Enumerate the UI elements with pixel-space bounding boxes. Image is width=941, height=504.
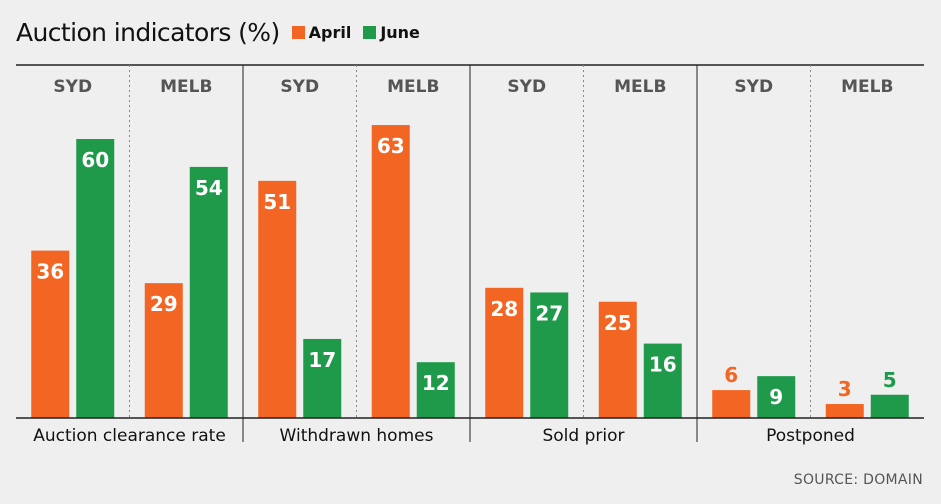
- bar-june-melb-sold-prior: [643, 343, 682, 418]
- chart-title: Auction indicators (%): [16, 17, 280, 47]
- bar-june-syd-postponed: [757, 376, 796, 418]
- data-label-april-syd-auction-clearance-rate: 36: [36, 260, 64, 284]
- group-label-postponed: Postponed: [766, 426, 855, 446]
- legend-label-june: June: [380, 22, 420, 42]
- legend-item-april: April: [291, 22, 352, 42]
- data-label-june-melb-withdrawn-homes: 12: [422, 371, 450, 395]
- bar-april-syd-auction-clearance-rate: [31, 250, 70, 418]
- source-note: SOURCE: DOMAIN: [793, 472, 923, 488]
- bar-april-syd-sold-prior: [485, 287, 524, 418]
- city-label-syd-postponed: SYD: [734, 77, 773, 97]
- data-label-june-melb-auction-clearance-rate: 54: [195, 176, 223, 200]
- bar-june-melb-auction-clearance-rate: [189, 166, 228, 418]
- data-label-june-syd-sold-prior: 27: [535, 301, 563, 325]
- bar-june-syd-auction-clearance-rate: [76, 139, 115, 418]
- data-label-june-syd-postponed: 9: [769, 385, 783, 409]
- group-label-withdrawn-homes: Withdrawn homes: [280, 426, 434, 446]
- bar-april-melb-sold-prior: [598, 301, 637, 418]
- data-label-april-syd-postponed: 6: [724, 363, 738, 387]
- bar-april-syd-postponed: [712, 390, 751, 418]
- bar-april-melb-withdrawn-homes: [371, 125, 410, 419]
- data-label-june-syd-withdrawn-homes: 17: [308, 348, 336, 372]
- group-label-auction-clearance-rate: Auction clearance rate: [33, 426, 226, 446]
- data-label-june-melb-postponed: 5: [883, 368, 897, 392]
- data-label-june-syd-auction-clearance-rate: 60: [81, 148, 109, 172]
- city-label-melb-withdrawn-homes: MELB: [387, 77, 439, 97]
- group-label-sold-prior: Sold prior: [542, 426, 624, 446]
- city-label-syd-withdrawn-homes: SYD: [280, 77, 319, 97]
- data-label-april-melb-withdrawn-homes: 63: [377, 134, 405, 158]
- chart-header: Auction indicators (%) April June: [16, 16, 420, 48]
- legend-item-june: June: [363, 23, 420, 42]
- bar-june-melb-postponed: [870, 394, 909, 418]
- city-label-melb-postponed: MELB: [841, 77, 893, 97]
- data-label-june-melb-sold-prior: 16: [649, 353, 677, 377]
- city-label-syd-auction-clearance-rate: SYD: [53, 77, 92, 97]
- bar-april-melb-postponed: [825, 404, 864, 418]
- bar-april-melb-auction-clearance-rate: [144, 283, 183, 418]
- data-label-april-melb-sold-prior: 25: [604, 311, 632, 335]
- data-label-april-syd-sold-prior: 28: [490, 297, 518, 321]
- bar-june-syd-withdrawn-homes: [303, 338, 342, 418]
- legend-swatch-april: [291, 25, 305, 39]
- legend-swatch-june: [363, 25, 377, 39]
- data-label-april-melb-postponed: 3: [838, 377, 852, 401]
- data-label-april-melb-auction-clearance-rate: 29: [150, 292, 178, 316]
- city-label-melb-sold-prior: MELB: [614, 77, 666, 97]
- city-label-melb-auction-clearance-rate: MELB: [160, 77, 212, 97]
- bar-june-syd-sold-prior: [530, 292, 569, 418]
- bar-june-melb-withdrawn-homes: [416, 362, 455, 418]
- data-label-april-syd-withdrawn-homes: 51: [263, 190, 291, 214]
- legend-label-april: April: [308, 22, 352, 42]
- city-label-syd-sold-prior: SYD: [507, 77, 546, 97]
- bar-april-syd-withdrawn-homes: [258, 180, 297, 418]
